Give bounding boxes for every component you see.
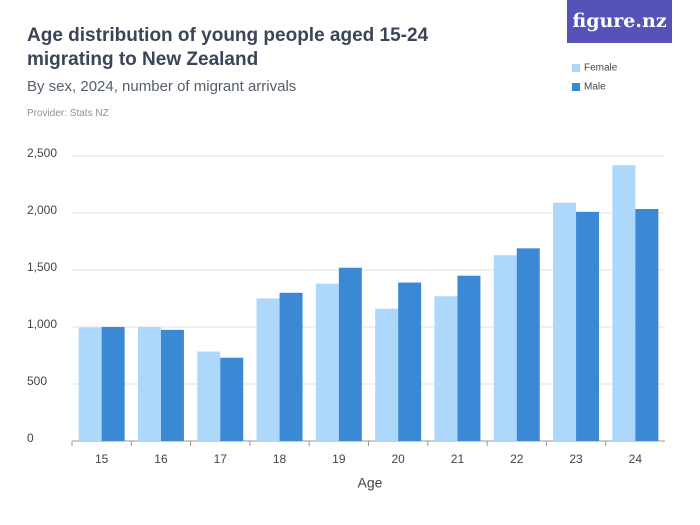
x-tick-label: 20 [391,452,405,466]
x-tick-label: 21 [451,452,465,466]
bar [612,165,636,441]
x-tick-label: 18 [273,452,287,466]
x-axis-label: Age [358,475,383,491]
bar [375,308,399,441]
x-tick-label: 15 [95,452,109,466]
logo[interactable]: figure.nz [567,0,672,43]
bar [220,357,244,441]
y-tick-label: 1,000 [27,317,57,331]
y-tick-label: 0 [27,431,34,445]
bar [516,248,540,441]
bar [78,327,102,441]
bar [315,283,339,441]
x-tick-label: 17 [214,452,228,466]
bar [553,202,577,441]
bar [160,329,184,441]
legend-swatch [572,83,580,91]
y-tick-label: 500 [27,374,47,388]
bar [398,282,422,441]
bar [457,275,481,441]
chart-title: Age distribution of young people aged 15… [27,25,429,70]
bar [338,267,362,441]
bar [197,351,221,441]
bar [279,292,303,441]
bar [635,209,659,441]
y-tick-label: 2,000 [27,203,57,217]
x-tick-label: 23 [569,452,583,466]
bar [101,327,125,441]
y-tick-label: 2,500 [27,146,57,160]
x-tick-label: 19 [332,452,346,466]
x-tick-label: 16 [154,452,168,466]
bar [256,298,280,441]
legend-label: Female [584,63,618,74]
legend-swatch [572,64,580,72]
x-tick-label: 22 [510,452,524,466]
x-tick-label: 24 [629,452,643,466]
legend-label: Male [584,82,606,93]
bar [493,255,517,441]
bar [137,327,161,441]
y-tick-label: 1,500 [27,260,57,274]
bar [576,211,600,441]
chart-subtitle: By sex, 2024, number of migrant arrivals [27,78,297,95]
bar [434,296,458,441]
provider: Provider: Stats NZ [27,108,109,119]
